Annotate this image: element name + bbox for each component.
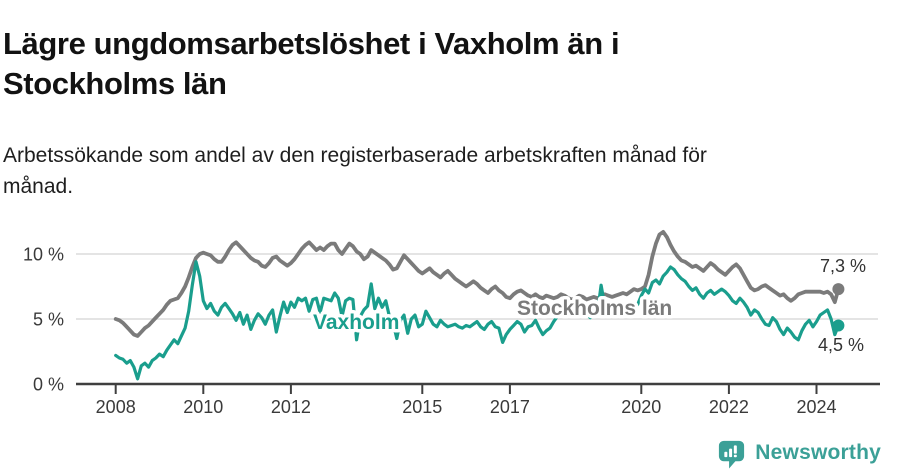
logo-bar-tall [729, 448, 733, 458]
stockholms-lan-line [113, 229, 841, 338]
x-tick-label-2022: 2022 [709, 397, 749, 417]
stockholms-lan-end-value-label: 7,3 % [820, 256, 866, 276]
chart-subtitle-line2: månad. [3, 175, 74, 198]
x-tick-label-2017: 2017 [490, 397, 530, 417]
logo-exclamation-dot [734, 454, 738, 458]
vaxholm-end-dot [832, 319, 845, 332]
speech-bubble-bar-chart-icon [719, 440, 745, 469]
y-tick-label-10pct: 10 % [23, 245, 64, 265]
stockholms-lan-end-dot [832, 283, 845, 296]
chart-title: Lägre ungdomsarbetslöshet i Vaxholm än i… [3, 24, 763, 104]
y-tick-label-5pct: 5 % [33, 310, 64, 330]
newsworthy-logo: Newsworthy [716, 437, 881, 469]
x-tick-label-2015: 2015 [402, 397, 442, 417]
logo-exclamation-stem [734, 445, 738, 454]
x-tick-label-2020: 2020 [621, 397, 661, 417]
stockholms-lan-series-label: Stockholms län [517, 297, 672, 320]
vaxholm-end-value-label: 4,5 % [818, 335, 864, 355]
x-tick-label-2010: 2010 [183, 397, 223, 417]
x-tick-label-2012: 2012 [271, 397, 311, 417]
y-tick-label-0pct: 0 % [33, 375, 64, 395]
brand-name: Newsworthy [755, 441, 881, 464]
chart-subtitle-line1: Arbetssökande som andel av den registerb… [3, 144, 707, 167]
logo-bar-small [724, 451, 728, 458]
chart-title-line1: Lägre ungdomsarbetslöshet i Vaxholm än i [3, 25, 620, 61]
chart-title-line2: Stockholms län [3, 65, 227, 101]
vaxholm-line [114, 260, 841, 381]
chart-subtitle: Arbetssökande som andel av den registerb… [3, 140, 823, 202]
x-tick-label-2008: 2008 [96, 397, 136, 417]
x-tick-label-2024: 2024 [796, 397, 836, 417]
vaxholm-series-label: Vaxholm [313, 311, 399, 334]
